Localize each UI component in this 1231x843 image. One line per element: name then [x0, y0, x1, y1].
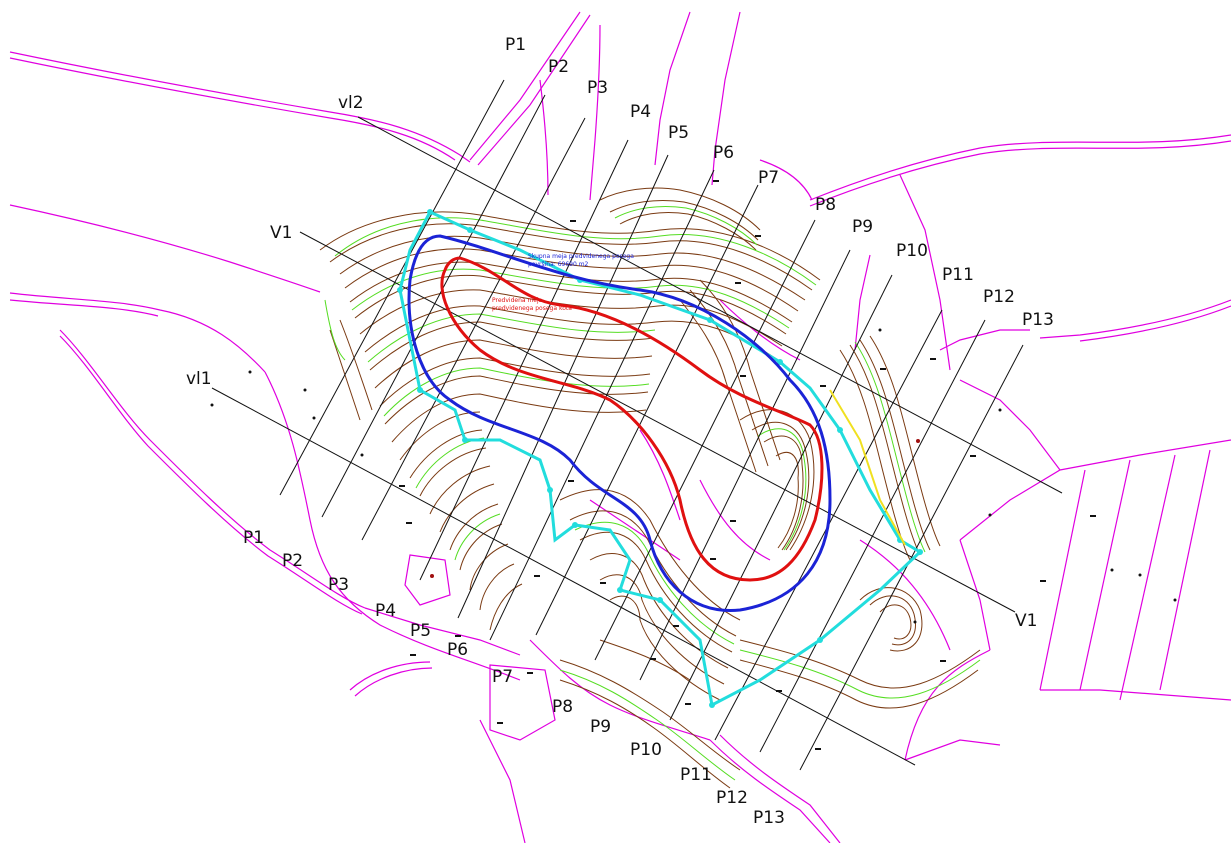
profile-label-bottom-p5: P5 [410, 621, 431, 641]
blue-annotation-1: Skupna meja predvidenega posega [528, 253, 634, 260]
longitudinal-lines [211, 116, 1063, 766]
profile-label-bottom-p13: P13 [753, 808, 785, 828]
profile-label-bottom-p9: P9 [590, 717, 611, 737]
profile-label-top-p2: P2 [548, 57, 569, 77]
point-markers [210, 180, 1177, 750]
profile-label-top-p3: P3 [587, 78, 608, 98]
profile-label-top-p9: P9 [852, 217, 873, 237]
red-annotation-1: Predvidena meja [492, 297, 543, 304]
profile-labels-top: P1 P2 P3 P4 P5 P6 P7 P8 P9 P10 P11 P12 P… [505, 35, 1054, 330]
contour-lines-green [324, 205, 981, 781]
longitudinal-label-vl2: vl2 [338, 93, 364, 113]
profile-label-top-p11: P11 [942, 265, 974, 285]
profile-label-top-p4: P4 [630, 102, 651, 122]
boundary-red [440, 256, 824, 582]
longitudinal-label-v1-bottom: V1 [1015, 611, 1037, 631]
survey-polygon [398, 210, 923, 708]
blue-annotation-2: površina: 69690 m2 [528, 261, 589, 268]
contour-lines-brown [319, 187, 981, 789]
profile-label-top-p1: P1 [505, 35, 526, 55]
red-annotation-2: predvidenega posega kota [492, 305, 572, 312]
profile-label-top-p8: P8 [815, 195, 836, 215]
longitudinal-label-v1-top: V1 [270, 223, 292, 243]
profile-label-bottom-p1: P1 [243, 528, 264, 548]
profile-label-top-p13: P13 [1022, 310, 1054, 330]
profile-labels-bottom: P1 P2 P3 P4 P5 P6 P7 P8 P9 P10 P11 P12 P… [243, 528, 785, 828]
profile-label-bottom-p8: P8 [552, 697, 573, 717]
profile-label-bottom-p12: P12 [716, 788, 748, 808]
profile-label-bottom-p11: P11 [680, 765, 712, 785]
profile-label-top-p12: P12 [983, 287, 1015, 307]
profile-lines [279, 79, 1024, 771]
profile-label-bottom-p3: P3 [328, 575, 349, 595]
yellow-strip [829, 389, 906, 546]
profile-label-top-p10: P10 [896, 241, 928, 261]
boundary-blue [407, 234, 832, 612]
profile-label-bottom-p7: P7 [492, 667, 513, 687]
profile-label-top-p7: P7 [758, 168, 779, 188]
profile-label-bottom-p6: P6 [447, 640, 468, 660]
parcel-lines [9, 11, 1231, 843]
profile-label-bottom-p2: P2 [282, 551, 303, 571]
longitudinal-label-vl1: vl1 [186, 369, 212, 389]
profile-label-top-p6: P6 [713, 143, 734, 163]
profile-label-bottom-p10: P10 [630, 740, 662, 760]
profile-label-top-p5: P5 [668, 123, 689, 143]
profile-label-bottom-p4: P4 [375, 601, 396, 621]
